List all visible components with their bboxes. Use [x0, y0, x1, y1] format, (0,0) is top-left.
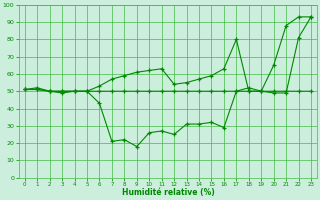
X-axis label: Humidité relative (%): Humidité relative (%) — [122, 188, 214, 197]
